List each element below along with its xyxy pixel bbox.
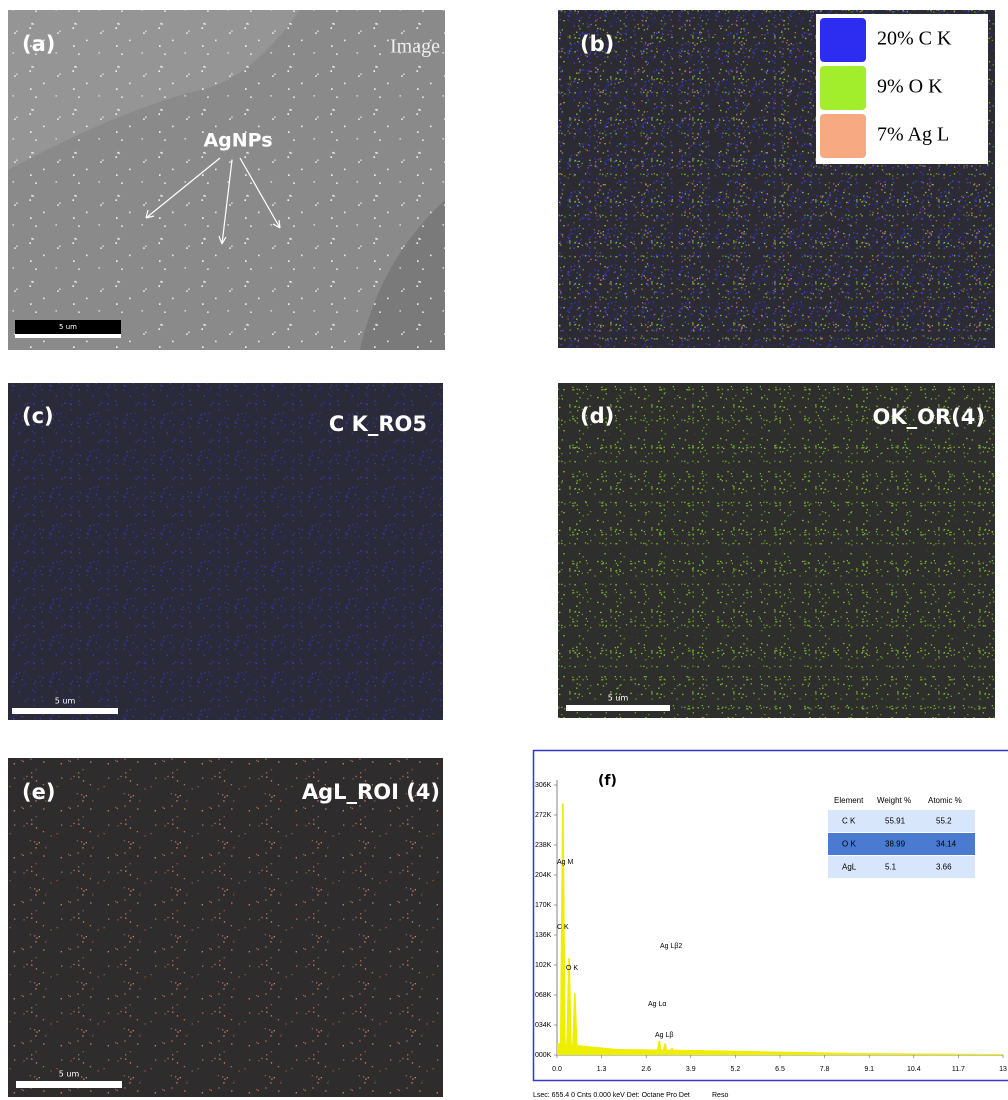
legend-label: 20% C K <box>877 28 952 50</box>
x-tick-label: 0.0 <box>552 1066 562 1073</box>
panel-label: (a) <box>22 32 55 56</box>
peak-label: O K <box>566 965 578 972</box>
table-cell: 55.91 <box>885 817 906 826</box>
scale-bar <box>12 708 118 714</box>
table-header: Element <box>834 796 864 805</box>
caption: AgL_ROI (4) <box>302 780 440 804</box>
legend-swatch <box>820 114 866 158</box>
y-tick-label: 136K <box>535 932 552 939</box>
table-cell: 3.66 <box>936 863 952 872</box>
x-tick-label: 1.3 <box>597 1066 607 1073</box>
figure: (a) Image AgNPs 5 um (b) 20% C K 9% O K 7%… <box>0 0 1008 1100</box>
panel-label: (c) <box>22 404 54 428</box>
peak-label: Ag Lβ <box>655 1032 673 1039</box>
page: (a) Image AgNPs 5 um (b) 20% C K 9% O K 7%… <box>0 0 1008 1100</box>
y-tick-label: 238K <box>535 842 552 849</box>
scale-label: 5 um <box>59 323 77 331</box>
peak-label: Ag Lβ2 <box>660 943 682 950</box>
x-tick-label: 9.1 <box>864 1066 874 1073</box>
sem-particles <box>8 10 445 350</box>
panel-label: (b) <box>580 32 614 56</box>
table-cell: O K <box>842 840 856 849</box>
panel-label: (f) <box>598 773 617 789</box>
x-tick-label: 5.2 <box>731 1066 741 1073</box>
table-header: Weight % <box>877 796 911 805</box>
scale-label: 5 um <box>608 694 629 703</box>
scale-bar-line <box>15 334 121 338</box>
table-cell: C K <box>842 817 856 826</box>
y-tick-label: 068K <box>535 992 552 999</box>
scale-label: 5 um <box>59 1070 80 1079</box>
y-tick-label: 034K <box>535 1022 552 1029</box>
x-tick-label: 11.7 <box>952 1066 965 1073</box>
x-tick-label: 6.5 <box>775 1066 785 1073</box>
y-tick-label: 306K <box>535 782 552 789</box>
peak-label: Ag Lα <box>648 1001 666 1008</box>
table-cell: 38.99 <box>885 840 906 849</box>
scale-label: 5 um <box>55 697 76 706</box>
y-tick-label: 102K <box>535 962 552 969</box>
x-tick-label: 3.9 <box>686 1066 696 1073</box>
caption: OK_OR(4) <box>873 405 985 429</box>
y-tick-label: 204K <box>535 872 552 879</box>
caption: Image <box>390 36 440 58</box>
x-tick-label: 10.4 <box>907 1066 921 1073</box>
table-cell: 34.14 <box>936 840 957 849</box>
y-tick-label: 272K <box>535 812 552 819</box>
table-cell: 55.2 <box>936 817 952 826</box>
table-cell: AgL <box>842 863 857 872</box>
y-tick-label: 170K <box>535 902 552 909</box>
map-dots <box>8 758 443 1097</box>
legend-label: 7% Ag L <box>877 124 949 146</box>
caption: C K_RO5 <box>329 412 427 436</box>
y-tick-label: 000K <box>535 1052 552 1059</box>
scale-bar <box>16 1081 122 1088</box>
peak-label: Ag M <box>557 859 574 866</box>
peak-label: C K <box>557 924 569 931</box>
map-dots <box>558 383 995 718</box>
x-tick-label: 7.8 <box>820 1066 830 1073</box>
table-cell: 5.1 <box>885 863 897 872</box>
x-tick-label: 13 <box>999 1066 1007 1073</box>
scale-bar <box>566 705 670 711</box>
legend-swatch <box>820 18 866 62</box>
legend-label: 9% O K <box>877 76 943 98</box>
legend-swatch <box>820 66 866 110</box>
x-tick-label: 2.6 <box>641 1066 651 1073</box>
table-header: Atomic % <box>928 796 962 805</box>
footer: Lsec: 655.4 0 Cnts 0.000 keV Det: Octane… <box>533 1092 690 1099</box>
panel-label: (e) <box>22 780 55 804</box>
panel-label: (d) <box>580 404 614 428</box>
footer: Reso <box>712 1092 728 1099</box>
annotation: AgNPs <box>203 130 272 152</box>
